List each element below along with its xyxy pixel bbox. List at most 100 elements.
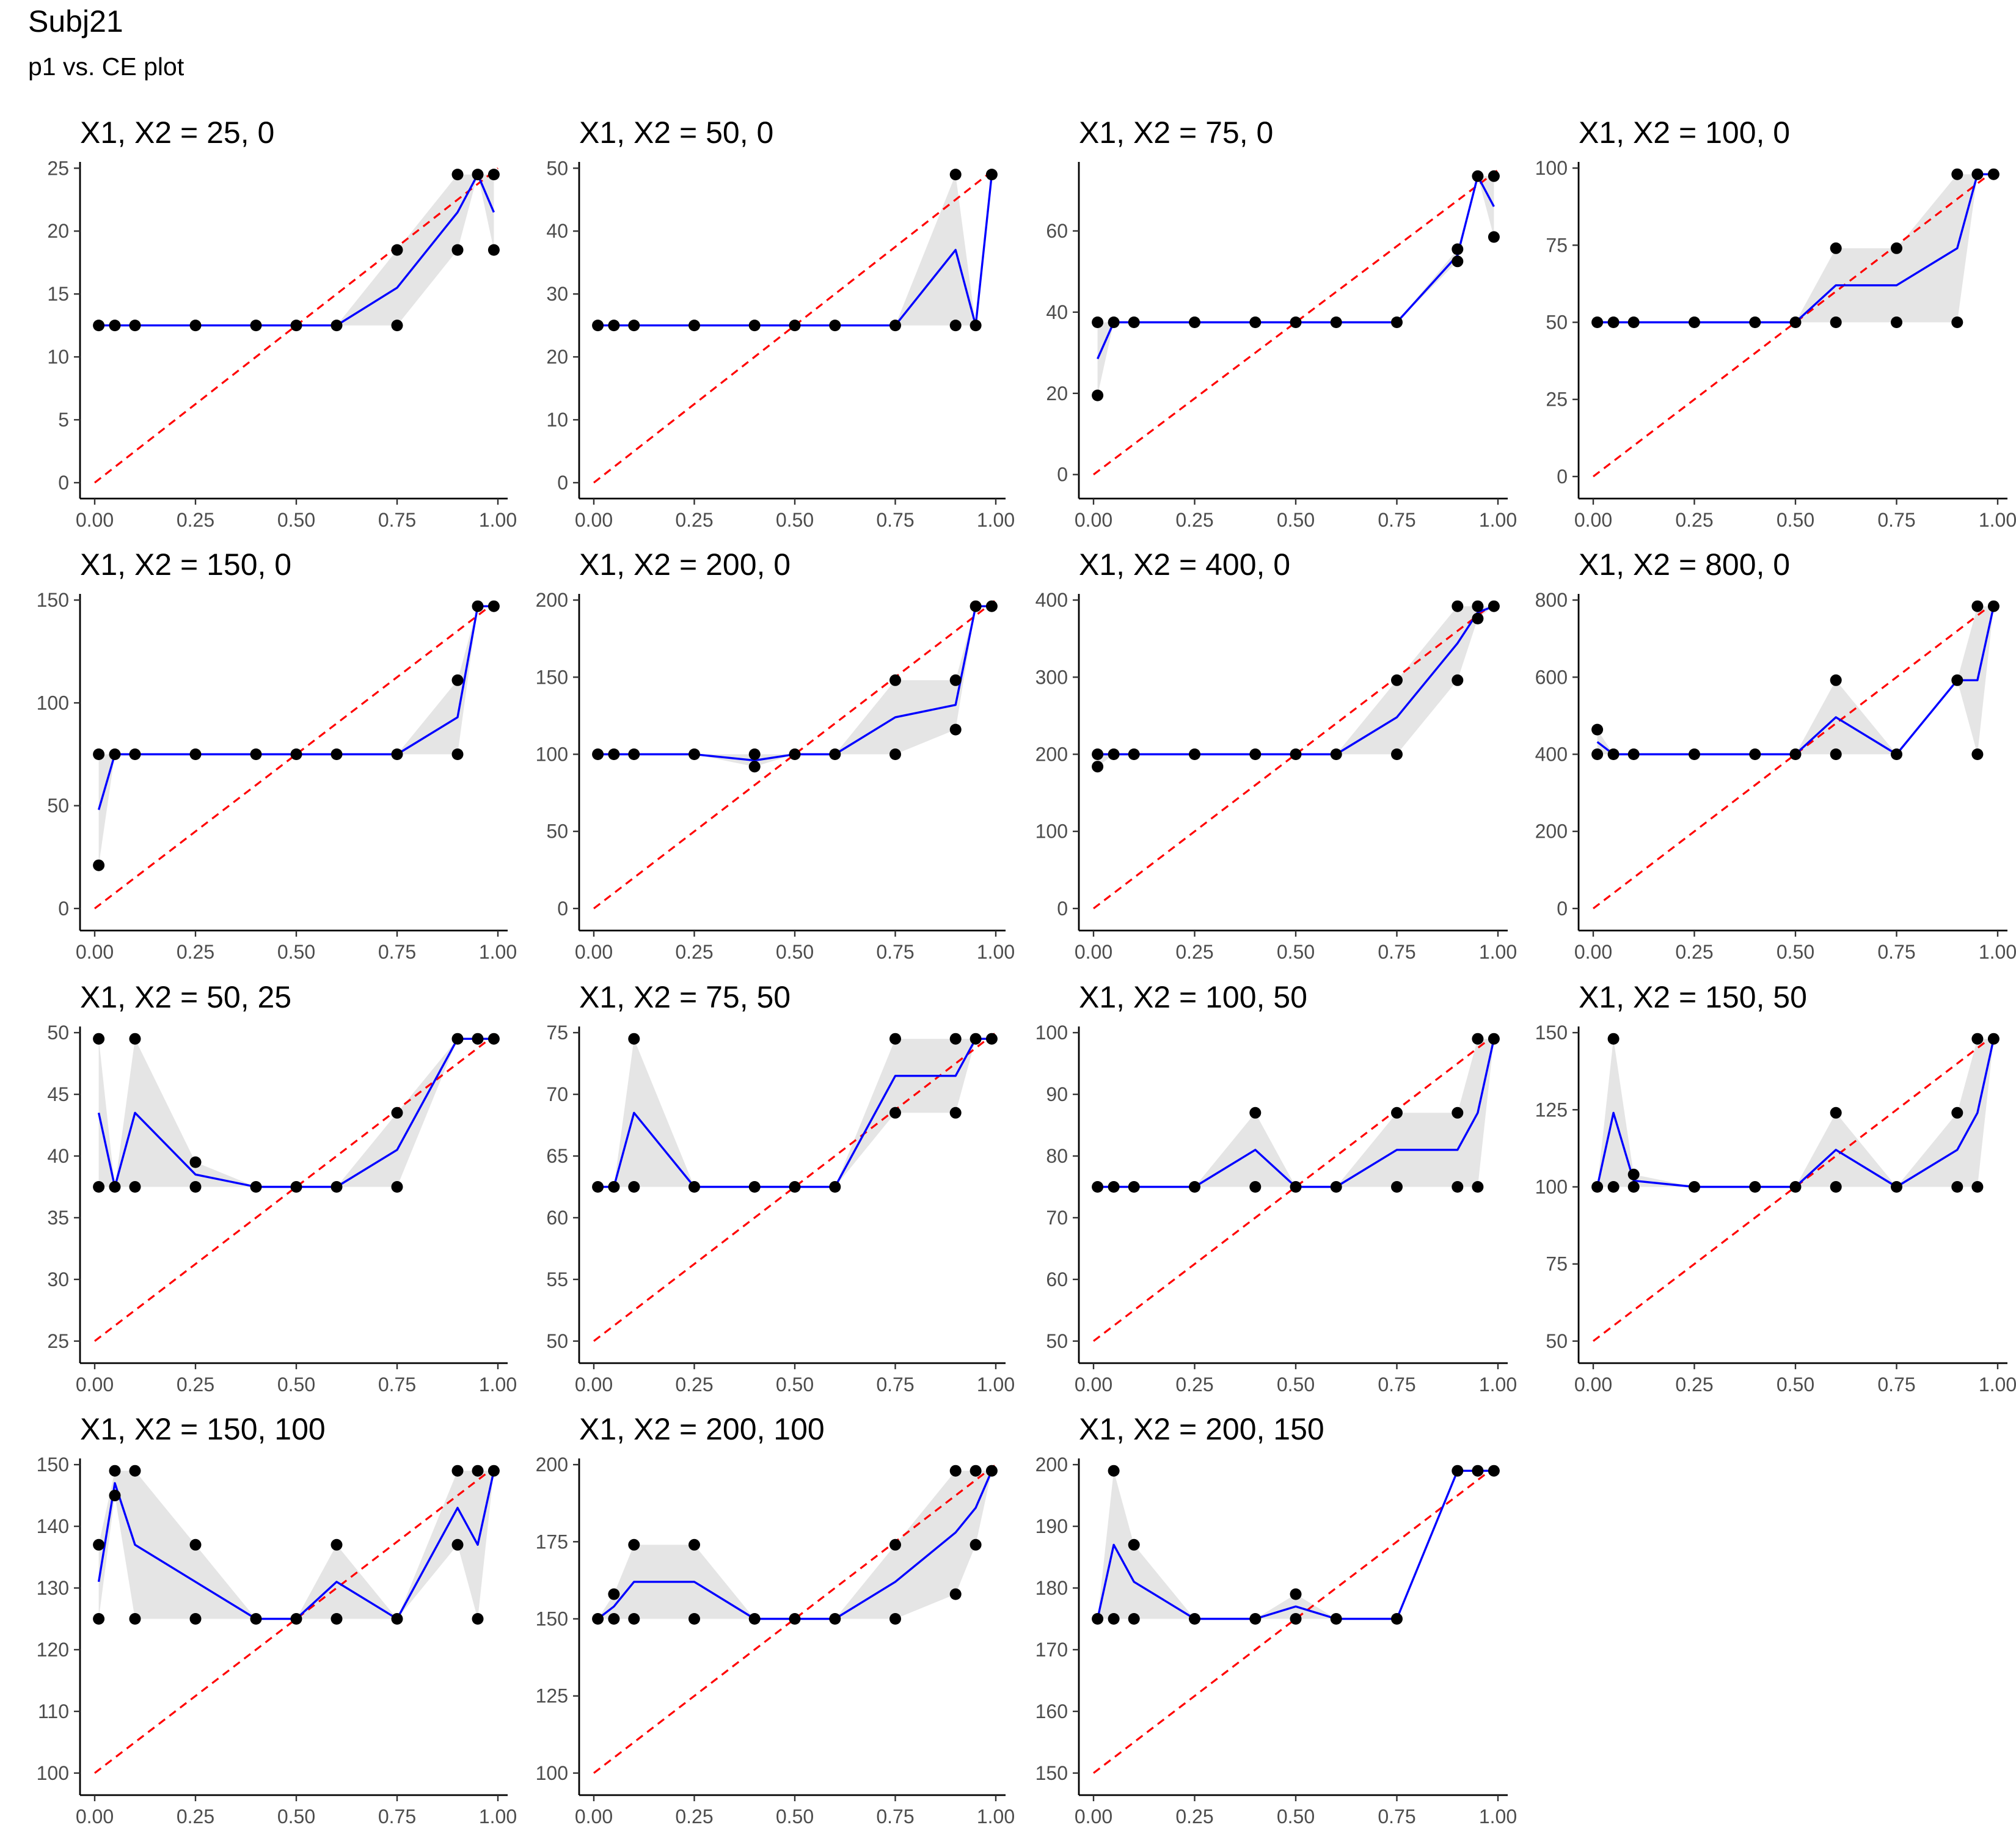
identity-line bbox=[94, 1463, 499, 1774]
y-tick-label: 15 bbox=[47, 283, 69, 305]
data-point bbox=[970, 320, 982, 332]
facet-panel: X1, X2 = 200, 150 150 160 170 180 190 200 0.00 0… bbox=[1035, 1412, 1517, 1828]
data-point bbox=[189, 320, 202, 332]
data-point bbox=[1108, 1465, 1120, 1477]
data-point bbox=[1092, 761, 1104, 773]
x-tick-label: 0.50 bbox=[776, 1374, 814, 1396]
confidence-ribbon bbox=[1097, 606, 1494, 767]
data-point bbox=[1472, 1181, 1484, 1193]
data-point bbox=[949, 1465, 962, 1477]
data-point bbox=[1108, 316, 1120, 328]
data-point bbox=[488, 244, 500, 256]
identity-line bbox=[1093, 599, 1499, 910]
y-tick-label: 200 bbox=[1035, 744, 1068, 766]
data-point bbox=[1830, 1181, 1842, 1193]
data-point bbox=[1971, 168, 1984, 180]
x-tick-label: 1.00 bbox=[1979, 1374, 2016, 1396]
data-point bbox=[1607, 748, 1620, 760]
facet-panel: X1, X2 = 50, 0 0 10 20 30 40 50 0.00 0.25 0.50 0.7… bbox=[546, 115, 1015, 531]
identity-line bbox=[593, 1031, 996, 1342]
panel-title: X1, X2 = 75, 50 bbox=[579, 980, 791, 1014]
data-point bbox=[628, 1033, 640, 1045]
x-tick-label: 0.75 bbox=[1378, 509, 1415, 531]
data-point bbox=[250, 320, 262, 332]
data-point bbox=[1789, 1181, 1802, 1193]
y-tick-label: 140 bbox=[37, 1515, 69, 1537]
y-tick-label: 25 bbox=[47, 1330, 69, 1352]
data-point bbox=[1472, 170, 1484, 182]
data-point bbox=[1290, 748, 1302, 760]
x-tick-label: 0.75 bbox=[1877, 509, 1915, 531]
x-tick-label: 0.00 bbox=[76, 1374, 114, 1396]
confidence-ribbon bbox=[1097, 176, 1494, 396]
y-tick-label: 200 bbox=[536, 589, 568, 611]
facet-panel: X1, X2 = 200, 0 0 50 100 150 200 0.00 0.25 0.50 0… bbox=[536, 547, 1015, 963]
x-tick-label: 0.75 bbox=[1877, 1374, 1915, 1396]
identity-line bbox=[1093, 1463, 1499, 1774]
data-point bbox=[1452, 1181, 1464, 1193]
x-tick-label: 0.25 bbox=[675, 509, 713, 531]
x-tick-label: 0.00 bbox=[575, 509, 613, 531]
data-point bbox=[1607, 316, 1620, 328]
data-point bbox=[250, 1613, 262, 1625]
y-tick-label: 90 bbox=[1046, 1083, 1068, 1105]
panel-title: X1, X2 = 200, 100 bbox=[579, 1412, 825, 1446]
data-point bbox=[109, 1181, 121, 1193]
x-tick-label: 0.75 bbox=[1877, 941, 1915, 963]
y-tick-label: 100 bbox=[1535, 1176, 1568, 1198]
x-tick-label: 0.50 bbox=[776, 1806, 814, 1828]
data-point bbox=[331, 1538, 343, 1551]
confidence-ribbon bbox=[1597, 174, 1994, 323]
facet-panel: X1, X2 = 400, 0 0 100 200 300 400 0.00 0.25 0.50… bbox=[1035, 547, 1517, 963]
data-point bbox=[889, 674, 901, 686]
y-tick-label: 100 bbox=[1535, 157, 1568, 179]
data-point bbox=[1951, 1181, 1963, 1193]
data-point bbox=[592, 748, 604, 760]
x-tick-label: 0.75 bbox=[378, 1374, 416, 1396]
data-point bbox=[1891, 1181, 1902, 1193]
identity-line bbox=[1593, 167, 1998, 478]
identity-line bbox=[1593, 599, 1998, 910]
data-point bbox=[1472, 612, 1484, 624]
data-point bbox=[608, 1181, 620, 1193]
data-point bbox=[985, 1465, 998, 1477]
facet-panel: X1, X2 = 100, 50 50 60 70 80 90 100 0.00 0.25 0.5… bbox=[1035, 980, 1517, 1396]
facet-panel: X1, X2 = 75, 0 0 20 40 60 0.00 0.25 0.50 0.75 1.0… bbox=[1046, 115, 1517, 531]
data-point bbox=[1488, 1033, 1500, 1045]
data-point bbox=[250, 748, 262, 760]
y-tick-label: 50 bbox=[546, 157, 568, 179]
data-point bbox=[1391, 674, 1403, 686]
y-tick-label: 0 bbox=[1557, 466, 1568, 488]
y-tick-label: 35 bbox=[47, 1207, 69, 1229]
data-point bbox=[1189, 748, 1200, 760]
confidence-ribbon bbox=[597, 1039, 992, 1187]
data-point bbox=[488, 1033, 500, 1045]
panel-title: X1, X2 = 25, 0 bbox=[80, 115, 274, 150]
data-point bbox=[1391, 1613, 1403, 1625]
y-tick-label: 200 bbox=[1035, 1454, 1068, 1476]
y-tick-label: 75 bbox=[546, 1022, 568, 1044]
mean-line bbox=[1096, 1469, 1494, 1620]
data-point bbox=[829, 1613, 841, 1625]
data-point bbox=[628, 320, 640, 332]
y-tick-label: 190 bbox=[1035, 1515, 1068, 1537]
y-tick-label: 120 bbox=[37, 1639, 69, 1661]
identity-line bbox=[1093, 1031, 1499, 1342]
y-tick-label: 100 bbox=[536, 1762, 568, 1784]
data-point bbox=[688, 1181, 700, 1193]
data-point bbox=[1830, 748, 1842, 760]
data-point bbox=[1128, 1181, 1140, 1193]
data-point bbox=[1987, 168, 2000, 180]
data-point bbox=[451, 1465, 464, 1477]
data-point bbox=[1108, 1181, 1120, 1193]
x-tick-label: 0.00 bbox=[575, 1374, 613, 1396]
data-point bbox=[949, 674, 962, 686]
data-point bbox=[1330, 316, 1342, 328]
data-point bbox=[970, 1033, 982, 1045]
y-tick-label: 150 bbox=[37, 1454, 69, 1476]
data-point bbox=[1591, 316, 1604, 328]
identity-line bbox=[593, 167, 996, 484]
y-tick-label: 50 bbox=[47, 1022, 69, 1044]
data-point bbox=[748, 761, 761, 773]
x-tick-label: 0.00 bbox=[1075, 1374, 1112, 1396]
